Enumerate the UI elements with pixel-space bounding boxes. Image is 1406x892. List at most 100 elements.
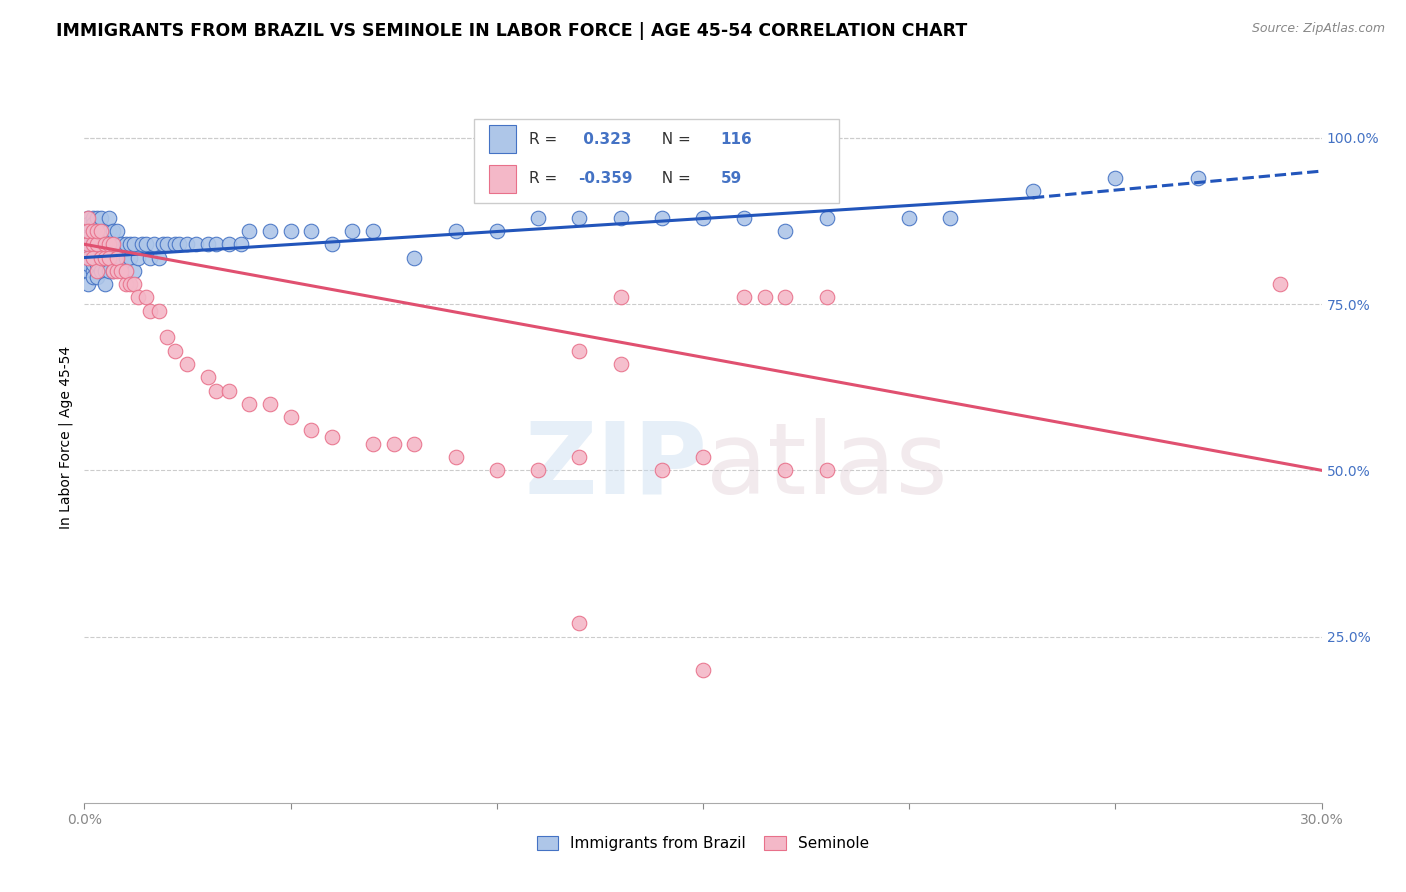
Point <box>105 251 128 265</box>
Point <box>775 463 797 477</box>
Point <box>98 251 121 265</box>
Point <box>148 251 170 265</box>
Point <box>238 224 260 238</box>
Point <box>568 450 591 464</box>
Point <box>1022 184 1045 198</box>
Point <box>82 244 104 258</box>
Point <box>114 237 136 252</box>
Text: R =: R = <box>529 132 561 147</box>
Point <box>77 257 100 271</box>
Y-axis label: In Labor Force | Age 45-54: In Labor Force | Age 45-54 <box>59 345 73 529</box>
Point <box>86 251 108 265</box>
Point <box>94 277 117 292</box>
Point <box>444 450 467 464</box>
Point <box>103 264 125 278</box>
Point <box>280 224 302 238</box>
Point <box>733 211 755 225</box>
Point <box>733 290 755 304</box>
Text: atlas: atlas <box>706 417 948 515</box>
Point <box>127 290 149 304</box>
Point <box>127 251 149 265</box>
Point <box>90 237 112 252</box>
Point <box>86 237 108 252</box>
Point <box>110 264 132 278</box>
Point <box>86 237 108 252</box>
Point <box>122 264 145 278</box>
Point <box>82 264 104 278</box>
Point <box>165 237 187 252</box>
Point <box>118 277 141 292</box>
Point <box>103 224 125 238</box>
Point <box>609 357 631 371</box>
Point <box>105 224 128 238</box>
Point <box>259 397 281 411</box>
Point <box>90 224 112 238</box>
Point <box>485 224 508 238</box>
Text: Source: ZipAtlas.com: Source: ZipAtlas.com <box>1251 22 1385 36</box>
Point <box>110 237 132 252</box>
Point <box>122 277 145 292</box>
Point <box>77 237 100 252</box>
Point <box>218 237 240 252</box>
Point <box>444 224 467 238</box>
Point <box>103 237 125 252</box>
Point <box>692 211 714 225</box>
Point <box>197 370 219 384</box>
Text: IMMIGRANTS FROM BRAZIL VS SEMINOLE IN LABOR FORCE | AGE 45-54 CORRELATION CHART: IMMIGRANTS FROM BRAZIL VS SEMINOLE IN LA… <box>56 22 967 40</box>
Point <box>148 303 170 318</box>
Point <box>86 211 108 225</box>
Point <box>86 264 108 278</box>
FancyBboxPatch shape <box>489 165 516 193</box>
Point <box>692 663 714 677</box>
Point <box>156 330 179 344</box>
Point <box>176 237 198 252</box>
Point <box>90 251 112 265</box>
Point <box>485 463 508 477</box>
Point <box>568 343 591 358</box>
Text: N =: N = <box>652 132 696 147</box>
Point <box>82 237 104 252</box>
Point <box>218 384 240 398</box>
Point <box>77 237 100 252</box>
Point <box>77 217 100 231</box>
FancyBboxPatch shape <box>489 126 516 153</box>
Point <box>103 264 125 278</box>
Point <box>815 463 838 477</box>
Point <box>86 224 108 238</box>
Point <box>94 251 117 265</box>
Point <box>86 264 108 278</box>
Point <box>299 224 322 238</box>
Point <box>98 211 121 225</box>
Point <box>110 251 132 265</box>
Point <box>280 410 302 425</box>
Point <box>82 257 104 271</box>
Point <box>342 224 364 238</box>
Point <box>105 251 128 265</box>
Legend: Immigrants from Brazil, Seminole: Immigrants from Brazil, Seminole <box>530 830 876 857</box>
Point <box>321 430 343 444</box>
Point <box>77 224 100 238</box>
Point <box>82 251 104 265</box>
Point <box>82 211 104 225</box>
Point <box>299 424 322 438</box>
Point <box>77 251 100 265</box>
Point <box>103 251 125 265</box>
Point <box>90 211 112 225</box>
Point <box>94 224 117 238</box>
Text: ZIP: ZIP <box>524 417 707 515</box>
Point <box>361 436 384 450</box>
Point <box>90 244 112 258</box>
Point <box>404 436 426 450</box>
Text: 59: 59 <box>720 171 741 186</box>
Point <box>205 237 228 252</box>
Point <box>94 230 117 244</box>
Point <box>122 237 145 252</box>
Point <box>90 230 112 244</box>
Point <box>94 264 117 278</box>
Point <box>139 251 162 265</box>
Point <box>1104 170 1126 185</box>
Point <box>98 264 121 278</box>
Point <box>86 244 108 258</box>
Point <box>94 237 117 252</box>
Point <box>86 257 108 271</box>
